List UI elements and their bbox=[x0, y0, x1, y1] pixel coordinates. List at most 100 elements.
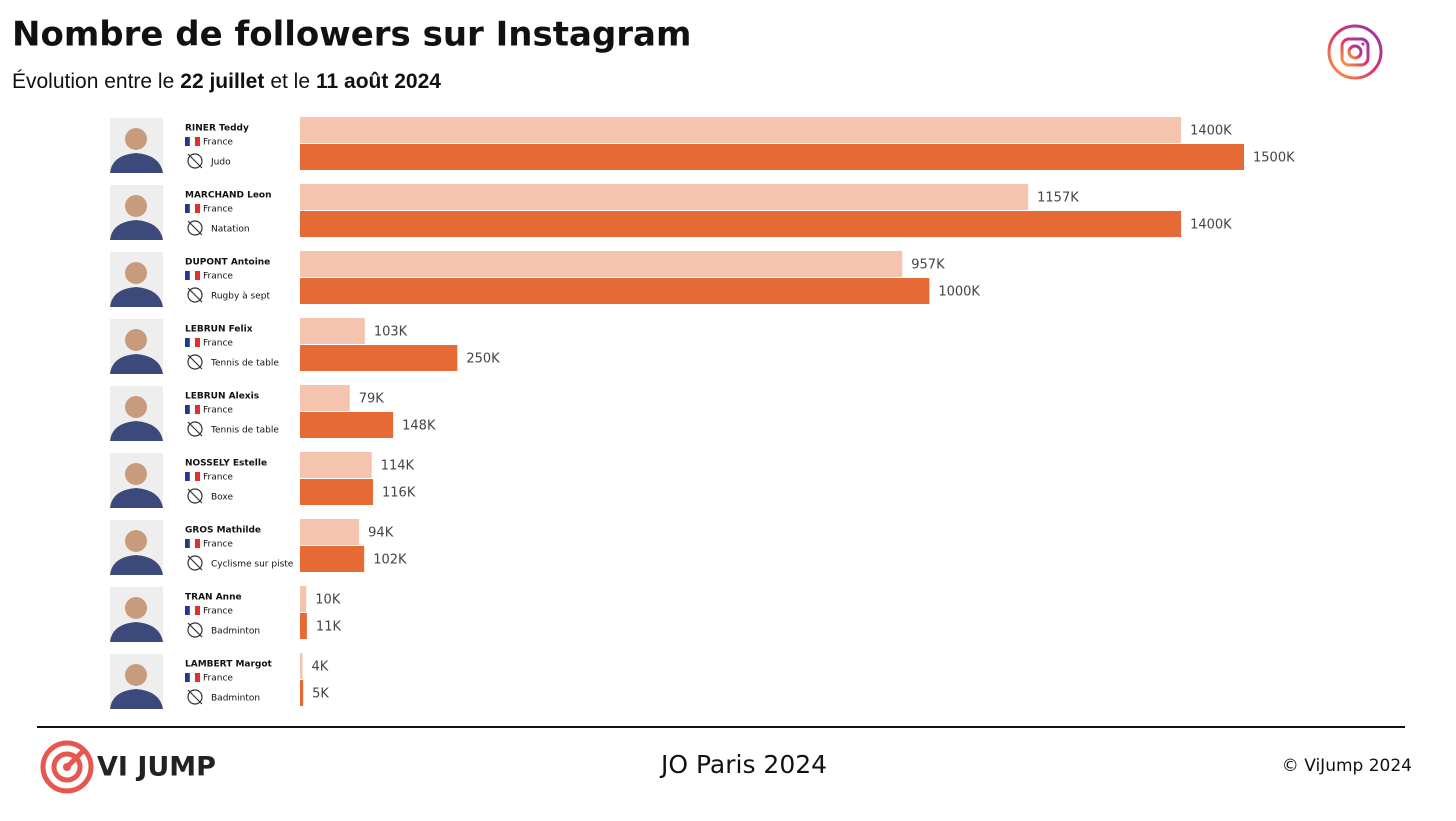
flag-red bbox=[195, 539, 200, 548]
flag-red bbox=[195, 472, 200, 481]
sport: Judo bbox=[210, 158, 231, 168]
athlete-name: NOSSELY Estelle bbox=[185, 459, 267, 469]
flag bbox=[185, 538, 200, 549]
subtitle-part: 11 août 2024 bbox=[316, 70, 441, 93]
athlete-photo bbox=[110, 520, 163, 575]
flag-red bbox=[195, 204, 200, 213]
photo-body bbox=[110, 220, 163, 240]
flag-white bbox=[189, 136, 196, 147]
bar bbox=[300, 412, 394, 438]
bar bbox=[300, 519, 360, 545]
sport-icon bbox=[187, 689, 203, 705]
value-label: 102K bbox=[373, 553, 407, 568]
sport: Badminton bbox=[211, 627, 260, 637]
event: JO Paris 2024 bbox=[659, 750, 827, 779]
country: France bbox=[203, 205, 233, 215]
photo-body bbox=[110, 488, 163, 508]
country: France bbox=[203, 138, 233, 148]
photo-head bbox=[125, 597, 147, 619]
flag-blue bbox=[185, 673, 190, 682]
country: France bbox=[203, 473, 233, 483]
value-label: 114K bbox=[381, 459, 415, 474]
sport-icon bbox=[187, 153, 203, 169]
athlete-name: GROS Mathilde bbox=[185, 526, 261, 536]
bar bbox=[300, 345, 458, 371]
photo-body bbox=[110, 421, 163, 441]
sport-icon bbox=[187, 287, 203, 303]
flag-red bbox=[195, 271, 200, 280]
bar bbox=[300, 278, 930, 304]
flag bbox=[185, 471, 200, 482]
sport: Badminton bbox=[211, 694, 260, 704]
value-label: 11K bbox=[316, 620, 342, 635]
bar bbox=[300, 613, 307, 639]
subtitle-part: et le bbox=[270, 70, 310, 93]
sport: Rugby à sept bbox=[211, 292, 270, 302]
value-label: 1400K bbox=[1190, 218, 1232, 233]
copyright: © ViJump 2024 bbox=[1282, 756, 1412, 776]
value-label: 1500K bbox=[1253, 151, 1295, 166]
athlete-name: TRAN Anne bbox=[185, 593, 242, 603]
flag bbox=[185, 203, 200, 214]
chart-title: Nombre de followers sur Instagram bbox=[12, 15, 691, 55]
value-label: 5K bbox=[312, 687, 329, 702]
athlete-name: DUPONT Antoine bbox=[185, 258, 270, 268]
sport-icon bbox=[187, 220, 203, 236]
sport: Tennis de table bbox=[210, 359, 279, 369]
subtitle-part: 22 juillet bbox=[180, 70, 264, 93]
athlete-name: LEBRUN Alexis bbox=[185, 392, 259, 402]
flag-red bbox=[195, 606, 200, 615]
bar bbox=[300, 318, 365, 344]
flag-white bbox=[189, 404, 196, 415]
photo-head bbox=[125, 262, 147, 284]
country: France bbox=[203, 607, 233, 617]
photo-head bbox=[125, 463, 147, 485]
photo-body bbox=[110, 287, 163, 307]
flag bbox=[185, 672, 200, 683]
flag-blue bbox=[185, 338, 190, 347]
flag-blue bbox=[185, 137, 190, 146]
value-label: 94K bbox=[368, 526, 394, 541]
icon-ring bbox=[187, 421, 203, 437]
athlete-photo bbox=[110, 654, 163, 709]
country: France bbox=[203, 406, 233, 416]
flag-white bbox=[189, 203, 196, 214]
flag bbox=[185, 136, 200, 147]
brand-logo bbox=[40, 740, 94, 794]
icon-line bbox=[187, 555, 203, 571]
flag-white bbox=[189, 337, 196, 348]
bar bbox=[300, 144, 1244, 170]
bar bbox=[300, 479, 374, 505]
flag-blue bbox=[185, 271, 190, 280]
athlete-name: MARCHAND Leon bbox=[185, 191, 272, 201]
subtitle: Évolution entre le 22 juillet et le 11 août… bbox=[12, 70, 441, 93]
flag bbox=[185, 270, 200, 281]
flag-red bbox=[195, 338, 200, 347]
sport: Boxe bbox=[211, 493, 233, 503]
icon-ring bbox=[187, 555, 203, 571]
photo-head bbox=[125, 396, 147, 418]
sport: Tennis de table bbox=[210, 426, 279, 436]
flag-blue bbox=[185, 606, 190, 615]
value-label: 1157K bbox=[1037, 191, 1079, 206]
flag-red bbox=[195, 673, 200, 682]
flag-red bbox=[195, 137, 200, 146]
icon-ring bbox=[187, 488, 203, 504]
flag-white bbox=[189, 672, 196, 683]
photo-body bbox=[110, 153, 163, 173]
sport-icon bbox=[187, 421, 203, 437]
icon-ring bbox=[187, 153, 203, 169]
flag-blue bbox=[185, 472, 190, 481]
photo-body bbox=[110, 354, 163, 374]
flag-blue bbox=[185, 539, 190, 548]
photo-body bbox=[110, 689, 163, 709]
flag-white bbox=[189, 471, 196, 482]
flag-white bbox=[189, 605, 196, 616]
subtitle-part: Évolution entre le bbox=[12, 70, 174, 93]
photo-head bbox=[125, 195, 147, 217]
instagram-icon bbox=[1327, 24, 1383, 80]
value-label: 116K bbox=[382, 486, 416, 501]
athlete-photo bbox=[110, 185, 163, 240]
icon-line bbox=[187, 689, 203, 705]
